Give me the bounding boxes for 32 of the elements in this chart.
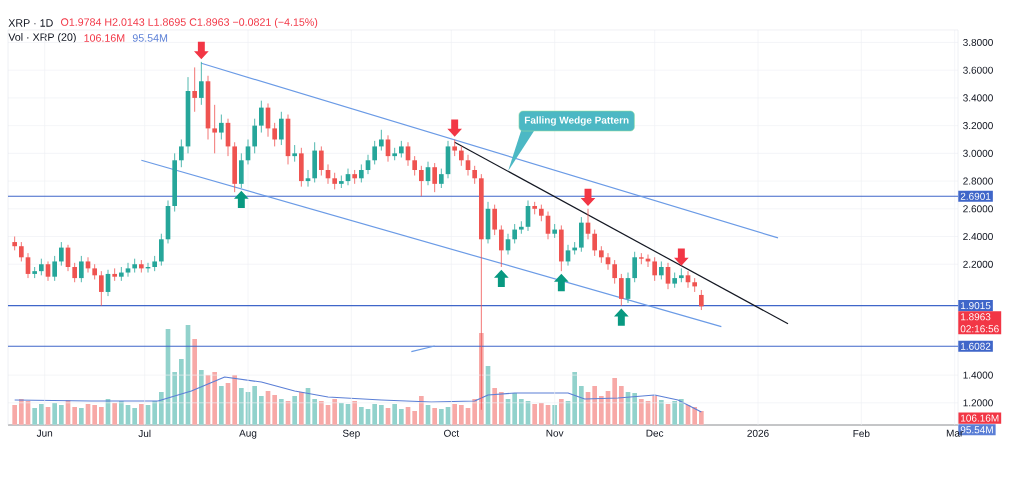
- x-tick-label: 2026: [747, 429, 769, 437]
- annotation: 95.54M: [132, 34, 168, 42]
- y-tick-label: 2.4000: [963, 232, 993, 241]
- text: 106.16M: [961, 414, 999, 422]
- ref-line-label: 2.6901: [960, 192, 991, 200]
- y-tick-label: 3.0000: [963, 149, 993, 157]
- chart-title: Vol · XRP (20): [8, 33, 76, 43]
- text: 1.8963: [961, 313, 991, 321]
- x-tick-label: Dec: [646, 429, 664, 437]
- x-tick-label: Sep: [342, 429, 360, 439]
- x-tick-label: Feb: [853, 429, 870, 438]
- y-tick-label: 2.2000: [963, 260, 993, 268]
- x-tick-label: Jun: [36, 429, 53, 437]
- y-tick-label: 3.4000: [963, 94, 993, 102]
- x-tick-label: Nov: [546, 429, 564, 437]
- y-tick-label: 1.4000: [963, 371, 993, 379]
- ref-line-label: 1.6082: [961, 342, 991, 350]
- x-tick-label: Oct: [444, 429, 460, 437]
- y-tick-label: 3.6000: [963, 66, 993, 74]
- y-tick-label: 2.8000: [963, 177, 993, 185]
- text: 02:16:56: [960, 325, 999, 333]
- y-tick-label: 3.2000: [963, 122, 993, 130]
- y-tick-label: 2.6000: [963, 205, 993, 213]
- y-tick-label: 3.8000: [963, 38, 993, 47]
- annotation: 106.16M: [84, 34, 125, 42]
- y-tick-label: 1.2000: [963, 399, 993, 407]
- chart-subtitle: O1.9784 H2.0143 L1.8695 C1.8963 −0.0821 (−4.15%): [61, 18, 318, 28]
- x-tick-label: Aug: [239, 429, 257, 439]
- x-tick-label: Jul: [138, 429, 151, 438]
- ref-line-label: 1.9015: [961, 302, 991, 310]
- annotation: Falling Wedge Pattern: [524, 116, 629, 126]
- chart-title: XRP · 1D: [8, 19, 53, 27]
